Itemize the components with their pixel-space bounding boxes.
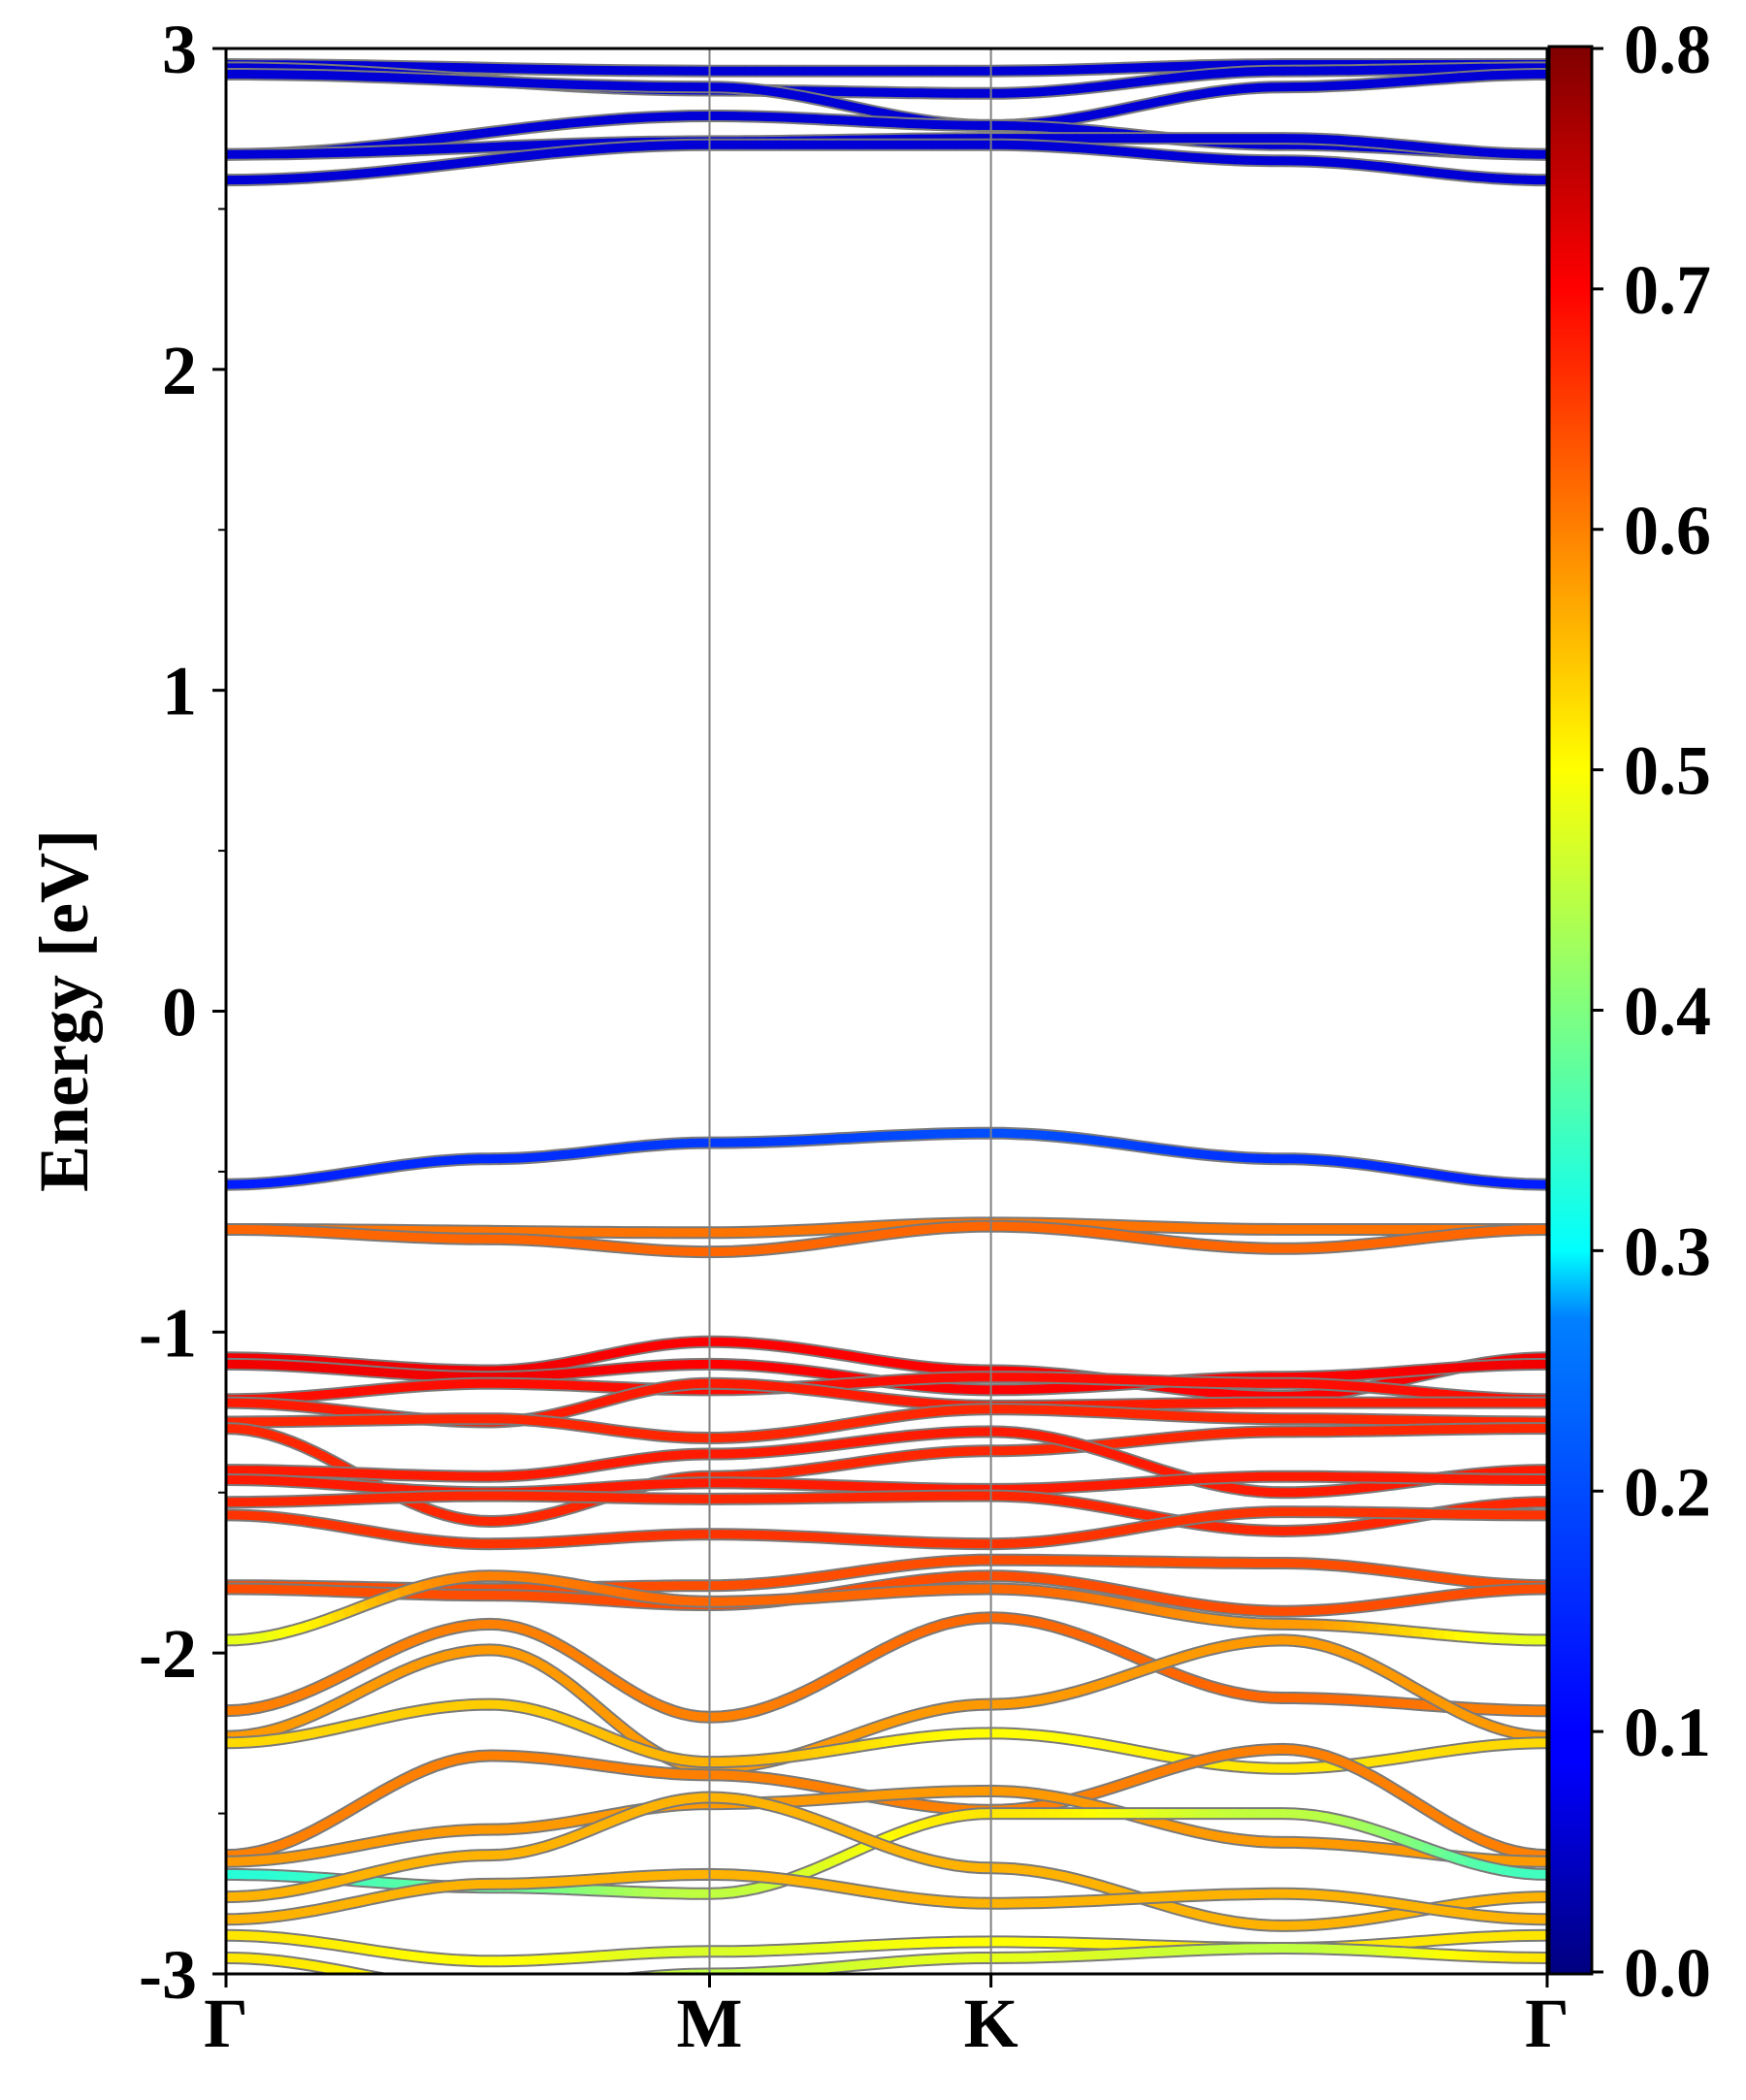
y-tick-label: 1	[162, 653, 197, 730]
y-axis-ticks: 3 2 1 0 -1 -2 -3	[139, 11, 226, 2014]
band-segment	[424, 1986, 435, 1987]
band-segment	[446, 1987, 457, 1988]
x-tick-label: Γ	[1525, 1985, 1569, 2062]
colorbar-tick-label: 0.3	[1624, 1212, 1711, 1290]
colorbar-tick-label: 0.2	[1624, 1453, 1711, 1531]
colorbar-tick-label: 0.1	[1624, 1694, 1711, 1771]
band-segment	[536, 1987, 545, 1988]
y-tick-label: -1	[139, 1294, 197, 1372]
x-tick-label: Γ	[204, 1985, 248, 2062]
band-28	[226, 1814, 1547, 1894]
band-7	[226, 1133, 1547, 1184]
colorbar-tick-label: 0.6	[1624, 492, 1711, 569]
colorbar	[1549, 47, 1592, 1974]
colorbar-ticks: 0.0 0.1 0.2 0.3 0.4 0.5 0.6 0.7 0.8	[1592, 11, 1711, 2012]
colorbar-tick-label: 0.5	[1624, 732, 1711, 810]
colorbar-tick-label: 0.4	[1624, 973, 1711, 1050]
y-tick-label: 0	[162, 974, 197, 1051]
band-segment	[572, 1984, 581, 1985]
colorbar-tick-label: 0.8	[1624, 11, 1711, 88]
band-segment	[599, 1981, 609, 1982]
band-segment	[636, 1977, 645, 1978]
band-segment	[646, 1976, 656, 1977]
band-segment	[582, 1983, 591, 1984]
y-tick-label: 3	[162, 11, 197, 88]
high-symmetry-lines	[709, 48, 990, 1974]
band-segment	[609, 1980, 618, 1981]
colorbar-tick-label: 0.7	[1624, 251, 1711, 329]
colorbar-tick-label: 0.0	[1624, 1934, 1711, 2012]
band-segment	[527, 1988, 535, 1989]
band-segment	[457, 1988, 468, 1989]
band-segment	[564, 1985, 572, 1986]
band-segment	[413, 1984, 424, 1986]
band-segment	[518, 1988, 527, 1989]
x-tick-label: M	[677, 1985, 743, 2062]
x-tick-label: K	[964, 1985, 1018, 2062]
band-segment	[655, 1976, 663, 1977]
band-segment	[380, 1978, 391, 1980]
band-lines	[226, 65, 1547, 1990]
band-segment	[1536, 1855, 1547, 1856]
plot-frame	[226, 48, 1547, 1974]
band-segment	[591, 1982, 599, 1983]
band-segment	[554, 1986, 564, 1987]
y-tick-label: -3	[139, 1936, 197, 2014]
y-axis-label: Energy [eV]	[25, 829, 103, 1192]
y-tick-label: -2	[139, 1615, 197, 1693]
band-segment	[628, 1978, 636, 1979]
band-segment	[618, 1979, 627, 1980]
band-segment	[391, 1980, 402, 1982]
band-segment	[370, 1976, 380, 1978]
band-segment	[403, 1982, 413, 1984]
y-tick-label: 2	[162, 332, 197, 409]
